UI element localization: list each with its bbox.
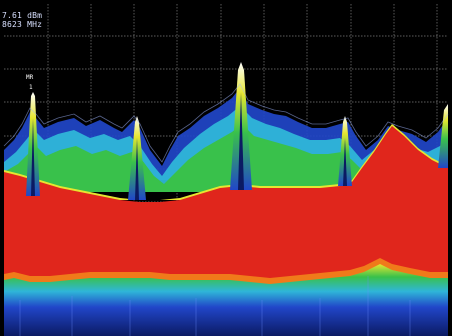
marker-frequency-readout: 8623 MHz [2,20,43,29]
persistence-red-body [4,126,448,282]
signal-peaks [26,62,448,200]
max-hold-trace [3,83,449,163]
signal-peak-4-core [343,138,347,186]
signal-peak-3-core [238,92,244,190]
signal-peak-2-core [135,138,139,200]
signal-peak-1-core [31,118,35,196]
marker-label[interactable]: MR [26,74,34,81]
signal-peak-5 [438,104,448,168]
persistence-bottom-fade [4,264,448,336]
marker-number: 1 [29,84,33,91]
bottom-noise-streaks [19,276,411,336]
persistence-band-green [4,124,448,192]
marker-amplitude-readout: 7.61 dBm [2,11,43,20]
